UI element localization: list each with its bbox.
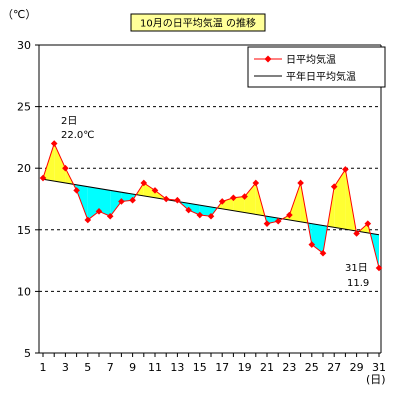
deviation-fill-14 [188, 203, 200, 216]
data-point-day-3 [62, 164, 69, 172]
data-point-day-7 [106, 212, 114, 220]
deviation-fill-6 [99, 188, 111, 217]
data-point-day-4 [73, 187, 80, 194]
deviation-fill-5 [87, 186, 99, 220]
y-tick-label-30: 30 [17, 39, 31, 52]
legend-actual-marker [264, 55, 272, 63]
y-tick-label-5: 5 [24, 347, 31, 360]
legend-actual-label: 日平均気温 [286, 53, 336, 66]
data-point-day-25 [308, 241, 316, 248]
data-point-day-8 [118, 198, 125, 205]
x-tick-label-5: 5 [84, 361, 91, 374]
data-point-day-28 [342, 166, 349, 173]
x-tick-label-15: 15 [193, 361, 207, 374]
data-point-day-29 [353, 230, 360, 237]
data-point-day-20 [252, 179, 260, 187]
legend: 日平均気温 平年日平均気温 [247, 46, 386, 88]
x-tick-label-11: 11 [148, 361, 162, 374]
data-point-day-9 [129, 196, 136, 204]
x-tick-label-25: 25 [305, 361, 319, 374]
data-point-day-27 [330, 183, 338, 190]
deviation-fill-18 [233, 196, 245, 213]
y-tick-label-20: 20 [17, 162, 31, 175]
data-point-day-5 [84, 216, 92, 224]
deviation-fill-2 [54, 143, 66, 183]
legend-normal-label: 平年日平均気温 [286, 70, 356, 83]
deviation-fill-15 [199, 205, 211, 217]
data-point-day-22 [274, 217, 282, 225]
x-tick-label-21: 21 [260, 361, 274, 374]
x-tick-label-7: 7 [107, 361, 114, 374]
data-point-day-21 [263, 220, 271, 227]
y-tick-label-15: 15 [17, 224, 31, 237]
annotation-day2-date: 2日 [61, 116, 77, 127]
annotation-day31-date: 31日 [345, 263, 368, 274]
data-point-day-19 [241, 193, 248, 200]
data-point-day-13 [174, 196, 181, 204]
chart-title: 10月の日平均気温 の推移 [130, 13, 266, 32]
x-tick-label-3: 3 [62, 361, 69, 374]
x-tick-label-27: 27 [327, 361, 341, 374]
deviation-fill-25 [311, 223, 323, 254]
deviation-fill-27 [334, 169, 346, 230]
title-box [130, 13, 266, 32]
data-point-day-10 [140, 179, 148, 187]
data-point-day-23 [286, 211, 293, 219]
title-text: 10月の日平均気温 の推移 [140, 17, 256, 30]
legend-box [247, 46, 386, 88]
data-point-day-31 [375, 264, 383, 272]
data-point-day-16 [207, 212, 215, 220]
x-tick-label-29: 29 [350, 361, 364, 374]
deviation-fill-8 [121, 192, 133, 202]
data-point-day-17 [218, 198, 226, 205]
x-tick-label-17: 17 [215, 361, 229, 374]
normal-temperature-line [42, 178, 380, 236]
annotation-day2-value: 22.0℃ [61, 130, 95, 141]
deviation-fill-23 [289, 182, 301, 222]
annotation-day31: 31日 11.9 [345, 263, 369, 289]
data-point-day-15 [196, 211, 204, 219]
data-point-day-18 [230, 194, 237, 202]
y-tick-label-25: 25 [17, 101, 31, 114]
deviation-fill-7 [110, 190, 122, 217]
x-tick-label-9: 9 [129, 361, 136, 374]
data-point-day-26 [319, 249, 327, 257]
x-tick-label-1: 1 [40, 361, 47, 374]
fill-layer [43, 143, 379, 268]
data-point-day-30 [364, 220, 372, 227]
data-point-day-14 [185, 206, 192, 214]
x-tick-label-19: 19 [238, 361, 252, 374]
annotation-day31-value: 11.9 [347, 278, 369, 289]
data-point-day-1 [39, 174, 47, 182]
y-tick-label-10: 10 [17, 285, 31, 298]
data-point-day-24 [297, 179, 304, 187]
y-unit-label: （℃） [2, 8, 36, 21]
annotation-day2: 2日 22.0℃ [61, 116, 95, 141]
x-unit-label: (日) [366, 373, 386, 386]
deviation-fill-20a [255, 182, 265, 216]
x-tick-label-13: 13 [170, 361, 184, 374]
deviation-fill-10 [143, 182, 155, 198]
data-point-day-6 [95, 208, 103, 215]
x-tick-label-31: 31 [372, 361, 386, 374]
data-point-day-12 [162, 195, 170, 203]
data-point-day-11 [151, 187, 159, 194]
axis-layer [35, 44, 382, 357]
x-tick-label-23: 23 [282, 361, 296, 374]
data-point-day-2 [50, 140, 58, 147]
deviation-fill-19 [244, 182, 256, 215]
series-layer [39, 140, 383, 272]
